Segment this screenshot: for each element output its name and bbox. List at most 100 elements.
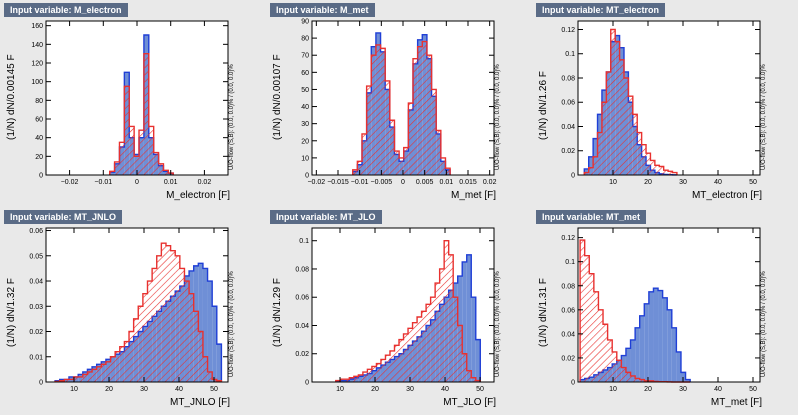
x-tick-label: 20 (371, 386, 379, 393)
background-bin (148, 126, 154, 175)
x-tick-label: 40 (714, 179, 722, 186)
background-bin (78, 376, 83, 382)
x-tick-label: −0.015 (327, 179, 349, 186)
background-bin (193, 311, 199, 382)
histogram-chart: 0 10 20 30 40 50 60 70 80 90 −0.02 −0.015 −0.01 −0.00… (301, 19, 497, 187)
background-bin (175, 255, 180, 382)
plot-panel-mt-jlo: Input variable: MT_JLO (1/N) dN/1.29 F U… (266, 207, 532, 415)
background-bin (189, 293, 194, 382)
background-bin (412, 322, 418, 382)
histogram-chart: 0 20 40 60 80 100 120 140 160 −0.02 −0.01 0 0.01 0.02 (31, 20, 229, 186)
y-tick-label: 80 (301, 36, 309, 43)
background-bin (96, 366, 102, 382)
background-bin (119, 346, 125, 382)
x-tick-label: −0.01 (351, 179, 369, 186)
x-tick-label: 50 (210, 386, 218, 393)
x-tick-label: −0.02 (307, 179, 325, 186)
y-tick-label: 0.08 (561, 75, 575, 82)
y-tick-label: 0.06 (29, 228, 43, 235)
background-bin (394, 151, 400, 175)
background-bin (597, 132, 602, 175)
plot-panel-m-met: Input variable: M_met (1/N) dN/0.00107 F… (266, 0, 532, 207)
y-tick-label: 100 (31, 79, 43, 86)
x-axis-label: MT_met [F] (710, 397, 762, 408)
y-tick-label: 0.12 (561, 27, 575, 34)
y-tick-label: 0 (39, 380, 43, 387)
background-histogram (352, 40, 451, 176)
background-outline (335, 240, 481, 382)
y-tick-label: 90 (301, 19, 309, 26)
background-outline (54, 242, 223, 383)
background-bin (663, 170, 669, 175)
background-bin (612, 351, 617, 382)
y-tick-label: 0.12 (561, 235, 575, 242)
background-bin (68, 379, 74, 382)
plot-frame (45, 227, 229, 383)
y-tick-label: 0.06 (295, 295, 309, 302)
y-tick-label: 0.04 (561, 124, 575, 131)
background-bin (358, 374, 363, 382)
x-axis-label: MT_JNLO [F] (169, 397, 230, 408)
background-bin (615, 41, 620, 176)
background-bin (444, 240, 449, 382)
x-tick-label: −0.02 (61, 179, 79, 186)
background-bin (440, 157, 446, 175)
signal-bin (648, 291, 654, 382)
x-tick-label: 0.01 (440, 179, 454, 186)
x-tick-label: 0 (401, 179, 405, 186)
signal-bin (475, 339, 481, 382)
signal-bin (207, 281, 213, 382)
background-bin (357, 161, 363, 175)
background-bin (603, 324, 608, 382)
signal-bin (198, 263, 203, 382)
background-bin (408, 103, 414, 175)
background-bin (621, 367, 626, 382)
y-tick-label: 40 (35, 135, 43, 142)
background-bin (143, 53, 149, 175)
background-bin (371, 366, 377, 382)
y-tick-label: 0.1 (299, 238, 309, 245)
background-bin (623, 77, 629, 175)
background-bin (589, 273, 594, 382)
background-histogram (54, 242, 223, 383)
signal-bin (658, 290, 663, 382)
background-bin (435, 283, 440, 382)
y-tick-label: 0.1 (565, 51, 575, 58)
x-tick-label: 10 (336, 386, 344, 393)
signal-bin (630, 339, 636, 382)
x-axis-label: M_electron [F] (166, 190, 230, 201)
background-bin (616, 360, 622, 382)
signal-bin (639, 315, 645, 382)
background-bin (101, 364, 106, 382)
y-tick-label: 160 (31, 23, 43, 30)
background-bin (399, 157, 404, 175)
y-tick-label: 60 (35, 117, 43, 124)
y-tick-label: 0.05 (29, 253, 43, 260)
plot-frame (577, 20, 761, 176)
background-bin (593, 291, 599, 382)
x-tick-label: 0.01 (164, 179, 178, 186)
background-bin (399, 339, 404, 382)
background-bin (403, 333, 409, 382)
signal-bin (662, 297, 668, 382)
background-bin (628, 96, 633, 175)
background-bin (639, 379, 645, 382)
background-bin (389, 120, 395, 175)
y-tick-label: 40 (301, 104, 309, 111)
x-tick-label: 0.02 (483, 179, 497, 186)
background-bin (403, 147, 409, 175)
background-bin (367, 369, 372, 382)
x-tick-label: 50 (749, 179, 757, 186)
signal-bin (471, 297, 476, 382)
background-bin (73, 376, 79, 382)
background-bin (646, 153, 651, 175)
background-bin (114, 161, 120, 175)
background-bin (385, 355, 390, 382)
background-bin (457, 325, 463, 382)
background-bin (632, 114, 638, 175)
x-tick-label: 0.015 (459, 179, 477, 186)
y-tick-label: 0.06 (561, 307, 575, 314)
background-bin (619, 59, 624, 176)
x-tick-label: 40 (714, 386, 722, 393)
